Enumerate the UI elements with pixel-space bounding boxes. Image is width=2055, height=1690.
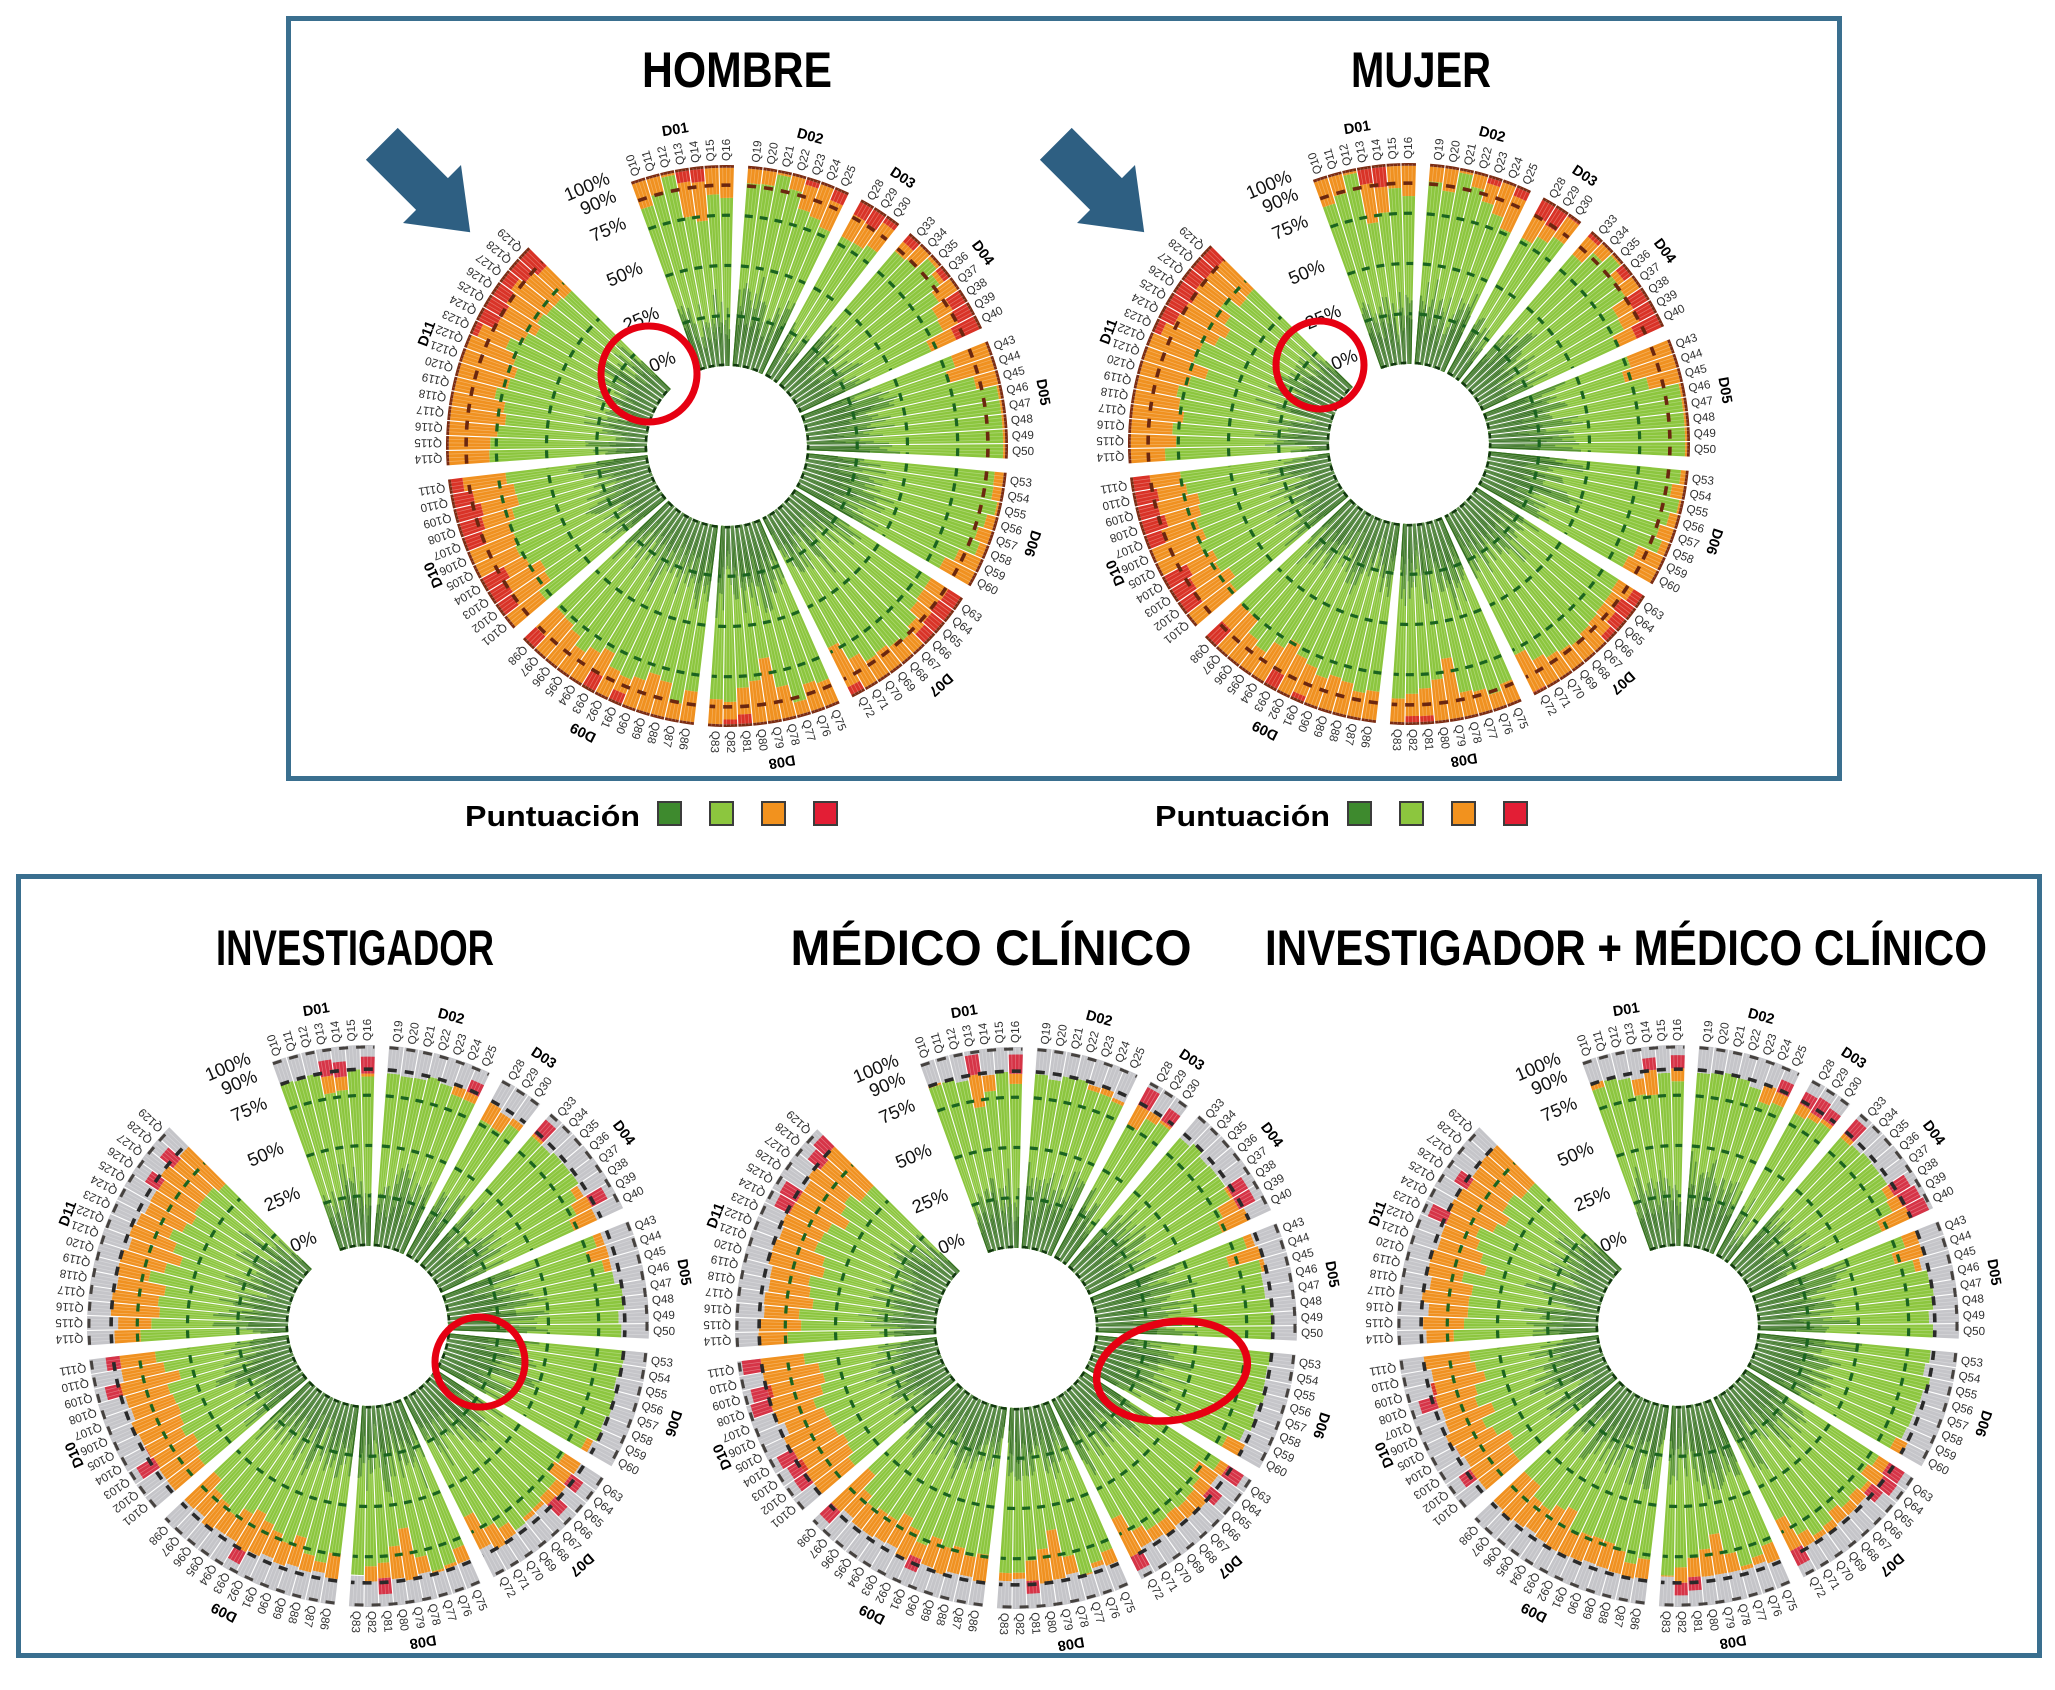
svg-text:Q53: Q53 — [1009, 474, 1033, 490]
svg-text:Q115: Q115 — [55, 1316, 83, 1329]
svg-text:Q81: Q81 — [1421, 728, 1435, 751]
svg-text:INVESTIGADOR + MÉDICO CLÍNICO: INVESTIGADOR + MÉDICO CLÍNICO — [1265, 920, 1987, 976]
svg-text:Q53: Q53 — [1691, 472, 1715, 488]
svg-text:Q116: Q116 — [1097, 417, 1126, 432]
svg-text:Q48: Q48 — [1692, 410, 1715, 425]
svg-text:Q82: Q82 — [1406, 729, 1419, 751]
svg-text:Q14: Q14 — [687, 140, 702, 164]
svg-text:Q80: Q80 — [754, 728, 770, 752]
svg-text:Q82: Q82 — [365, 1611, 378, 1633]
svg-text:Q16: Q16 — [1402, 137, 1415, 159]
svg-text:Q53: Q53 — [650, 1354, 674, 1370]
svg-text:Q83: Q83 — [1390, 729, 1404, 752]
svg-text:Q14: Q14 — [328, 1020, 343, 1044]
svg-text:Q16: Q16 — [720, 139, 733, 161]
svg-text:Q50: Q50 — [653, 1325, 676, 1338]
svg-text:Q114: Q114 — [1096, 450, 1125, 464]
svg-text:INVESTIGADOR: INVESTIGADOR — [216, 920, 494, 976]
svg-text:Q15: Q15 — [1385, 136, 1399, 159]
svg-text:Q115: Q115 — [1096, 434, 1124, 447]
svg-text:Q83: Q83 — [708, 731, 722, 754]
svg-text:Q49: Q49 — [653, 1309, 676, 1323]
svg-text:Q116: Q116 — [56, 1299, 85, 1314]
svg-text:Q48: Q48 — [651, 1292, 674, 1307]
svg-text:Q50: Q50 — [1694, 443, 1717, 456]
svg-text:Q48: Q48 — [1010, 412, 1033, 427]
svg-text:Q19: Q19 — [391, 1020, 406, 1043]
svg-text:Q80: Q80 — [395, 1608, 411, 1632]
svg-text:Q81: Q81 — [380, 1610, 394, 1633]
svg-text:Q16: Q16 — [361, 1019, 374, 1041]
svg-text:Q115: Q115 — [414, 436, 442, 449]
svg-text:Q114: Q114 — [414, 452, 443, 466]
svg-text:Q19: Q19 — [1432, 138, 1447, 161]
svg-text:Q80: Q80 — [1436, 726, 1452, 750]
svg-text:Q83: Q83 — [349, 1611, 363, 1634]
svg-text:Q15: Q15 — [344, 1018, 358, 1041]
svg-text:MUJER: MUJER — [1351, 42, 1491, 98]
svg-text:MÉDICO CLÍNICO: MÉDICO CLÍNICO — [791, 920, 1192, 976]
svg-text:Q15: Q15 — [703, 138, 717, 161]
svg-text:Q50: Q50 — [1012, 445, 1035, 458]
svg-text:HOMBRE: HOMBRE — [642, 42, 832, 98]
svg-text:Q116: Q116 — [415, 419, 444, 434]
svg-text:Q19: Q19 — [750, 140, 765, 163]
svg-text:Q81: Q81 — [739, 730, 753, 753]
svg-text:Q114: Q114 — [55, 1332, 84, 1346]
svg-text:Q49: Q49 — [1694, 427, 1717, 441]
svg-text:Q82: Q82 — [724, 731, 737, 753]
svg-text:Q14: Q14 — [1369, 138, 1384, 162]
svg-text:Q49: Q49 — [1012, 429, 1035, 443]
